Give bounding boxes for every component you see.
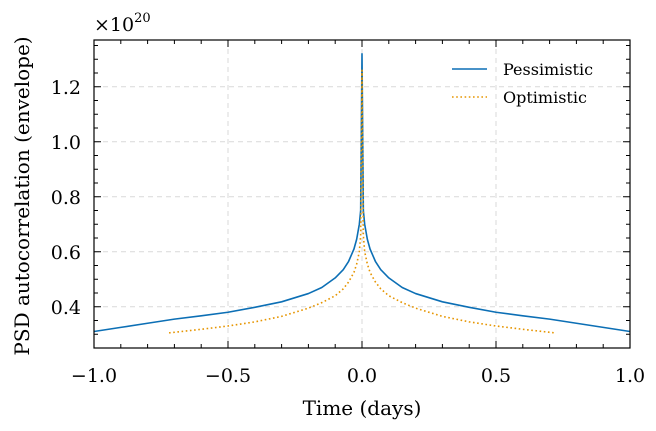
series-group bbox=[93, 52, 631, 334]
y-tick-label: 1.2 bbox=[51, 77, 81, 99]
x-axis-label: Time (days) bbox=[303, 396, 422, 420]
legend-label-pessimistic: Pessimistic bbox=[503, 60, 593, 79]
x-tick-label: 0.5 bbox=[481, 365, 511, 387]
legend-label-optimistic: Optimistic bbox=[503, 88, 587, 107]
legend: Pessimistic Optimistic bbox=[452, 60, 593, 107]
tick-labels: −1.0 −0.5 0.0 0.5 1.0 0.4 0.6 0.8 1.0 1.2 bbox=[51, 77, 645, 387]
axis-ticks bbox=[93, 40, 631, 349]
x-tick-label: 1.0 bbox=[615, 365, 645, 387]
x-tick-label: −0.5 bbox=[205, 365, 251, 387]
y-tick-label: 0.4 bbox=[51, 297, 81, 319]
y-multiplier-base: ×10 bbox=[94, 14, 134, 36]
y-tick-label: 1.0 bbox=[51, 132, 81, 154]
series-line-pessimistic bbox=[93, 52, 631, 333]
y-multiplier-exponent: 20 bbox=[134, 11, 151, 26]
y-tick-label: 0.8 bbox=[51, 187, 81, 209]
x-tick-label: −1.0 bbox=[71, 365, 117, 387]
series-line-optimistic bbox=[168, 69, 556, 334]
y-axis-multiplier: ×1020 bbox=[94, 11, 151, 36]
y-tick-label: 0.6 bbox=[51, 242, 81, 264]
x-tick-label: 0.0 bbox=[347, 365, 377, 387]
y-axis-label: PSD autocorrelation (envelope) bbox=[10, 36, 34, 355]
